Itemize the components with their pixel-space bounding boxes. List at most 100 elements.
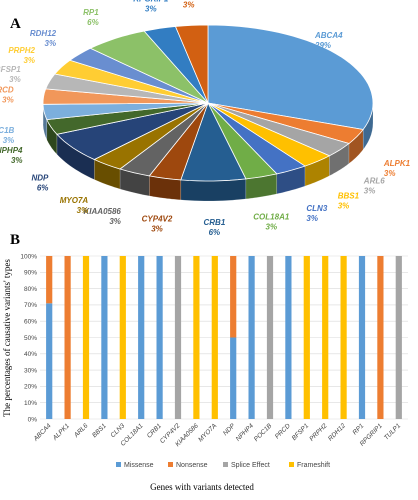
pie-slice-rp1 (89, 30, 209, 104)
pie-label-bfsp1: BFSP13% (0, 65, 21, 84)
pie-label-percent: 3% (384, 169, 396, 178)
legend-item-missense: Missense (116, 462, 154, 469)
pie-label-name: COL18A1 (253, 212, 290, 221)
pie-slice-tulp1 (174, 24, 209, 104)
y-tick-label: 90% (24, 270, 37, 277)
pie-label-poc1b: POC1B3% (0, 126, 15, 145)
bar-rpgrip1-nonsense (377, 256, 384, 419)
stacked-bar-chart: The percentages of causative variants' t… (2, 253, 408, 492)
bar-myo7a-frameshift (211, 256, 218, 419)
bar-poc1b-splice-effect (266, 256, 274, 419)
x-tick-label: RP1 (352, 422, 366, 436)
x-tick-label: BBS1 (91, 422, 108, 439)
pie-label-percent: 3% (3, 136, 15, 145)
legend-label: Missense (124, 462, 154, 469)
y-tick-label: 70% (24, 302, 37, 309)
bar-prph2-frameshift (322, 256, 329, 419)
pie-label-percent: 3% (151, 224, 163, 233)
pie-label-name: CLN3 (306, 204, 327, 213)
bar-bfsp1-frameshift (303, 256, 310, 419)
pie-label-percent: 3% (77, 206, 89, 215)
pie-label-percent: 3% (109, 217, 121, 226)
legend-item-splice-effect: Splice Effect (223, 462, 270, 469)
bar-tulp1-splice-effect (395, 256, 402, 419)
pie-side-crb1 (180, 178, 247, 202)
pie-label-percent: 3% (11, 156, 23, 165)
y-tick-label: 30% (24, 367, 37, 374)
pie-label-name: PRPH2 (8, 46, 35, 55)
pie-label-name: MYO7A (60, 196, 89, 205)
pie-label-percent: 3% (338, 202, 350, 211)
y-axis-title: The percentages of causative variants' t… (2, 259, 12, 417)
pie-label-name: CYP4V2 (142, 214, 173, 223)
legend-item-nonsense: Nonsense (168, 462, 208, 469)
x-tick-label: ABCA4 (32, 422, 53, 443)
pie-label-nphp4: NPHP43% (0, 146, 23, 165)
legend-swatch (168, 462, 173, 467)
x-tick-label: NDP (222, 422, 237, 437)
pie-label-name: BFSP1 (0, 65, 21, 74)
x-tick-label: CLN3 (110, 422, 127, 439)
bar-ndp-nonsense (230, 256, 237, 338)
bar-abca4-missense (46, 303, 53, 419)
legend-item-frameshift: Frameshift (289, 462, 330, 469)
bar-crb1-missense (156, 256, 163, 419)
legend-swatch (223, 462, 228, 467)
x-tick-label: RDH12 (327, 422, 347, 442)
pie-label-name: NPHP4 (0, 146, 23, 155)
x-tick-label: BFSP1 (291, 422, 311, 442)
bar-col18a1-missense (138, 256, 145, 419)
bar-cln3-frameshift (119, 256, 126, 419)
pie-label-name: POC1B (0, 126, 15, 135)
x-tick-label: PRPH2 (308, 422, 329, 443)
bar-alpk1-nonsense (64, 256, 71, 419)
legend-label: Frameshift (297, 462, 330, 469)
legend-swatch (289, 462, 294, 467)
legend-label: Splice Effect (231, 462, 270, 469)
x-tick-label: TULP1 (383, 422, 403, 442)
pie-label-name: BBS1 (338, 192, 360, 201)
pie-label-percent: 6% (209, 228, 221, 237)
bar-cyp4v2-splice-effect (174, 256, 182, 419)
pie-label-name: CRB1 (204, 218, 226, 227)
x-tick-label: NPHP4 (235, 422, 256, 443)
panel-b-letter: B (10, 232, 20, 248)
pie-label-percent: 3% (364, 187, 376, 196)
bar-rdh12-frameshift (340, 256, 347, 419)
legend-label: Nonsense (176, 462, 208, 469)
pie-label-percent: 6% (37, 184, 49, 193)
pie-label-percent: 3% (45, 39, 57, 48)
y-tick-label: 10% (24, 400, 37, 407)
pie-label-tulp1: TULP13% (183, 1, 195, 10)
y-tick-label: 40% (24, 351, 37, 358)
bar-kiaa0586-frameshift (193, 256, 200, 419)
pie-label-percent: 3% (266, 222, 278, 231)
pie-label-percent: 3% (2, 95, 14, 104)
pie-label-name: NDP (32, 174, 50, 183)
y-tick-label: 80% (24, 286, 37, 293)
pie-label-prcd: PRCD3% (0, 85, 14, 104)
pie-label-name: ALPK1 (383, 159, 411, 168)
panel-a-letter: A (10, 16, 21, 32)
pie-label-name: PRCD (0, 85, 14, 94)
bar-bbs1-missense (101, 256, 108, 419)
pie-slice-abca4 (207, 24, 374, 130)
x-tick-label: POC1B (253, 422, 274, 443)
pie-label-percent: 3% (183, 1, 195, 10)
pie-chart: ABCA429%ALPK13%ARL63%BBS13%CLN33%COL18A1… (0, 0, 411, 237)
y-tick-label: 60% (24, 319, 37, 326)
y-tick-label: 100% (20, 253, 37, 260)
bar-abca4-nonsense (46, 256, 53, 304)
pie-label-percent: 3% (9, 75, 21, 84)
